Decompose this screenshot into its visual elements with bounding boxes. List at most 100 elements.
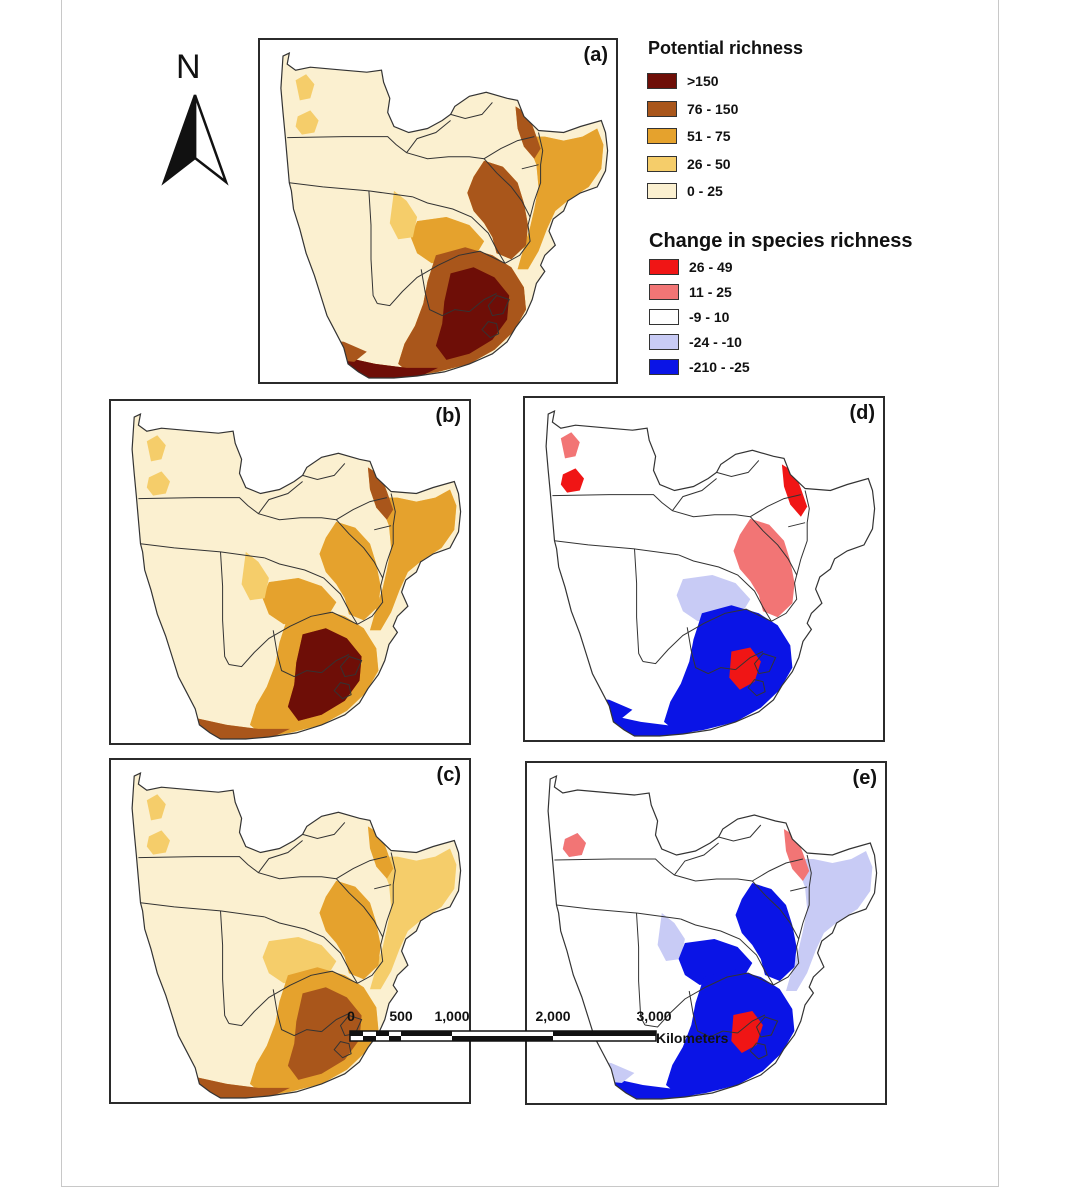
country-border <box>487 294 510 317</box>
legend-label: 0 - 25 <box>687 183 723 199</box>
country-border <box>753 652 777 675</box>
map-panel-e: (e) <box>525 761 887 1105</box>
country-border <box>755 1016 779 1038</box>
country-border <box>554 540 679 556</box>
country-border <box>335 519 384 579</box>
country-border <box>374 884 392 890</box>
country-border <box>257 481 303 514</box>
country-border <box>521 164 539 170</box>
country-border <box>556 904 681 920</box>
country-border <box>264 557 358 625</box>
country-border <box>374 525 392 531</box>
map-region <box>562 833 586 857</box>
map-panel-a: (a) <box>258 38 618 384</box>
country-border <box>377 250 506 307</box>
country-border <box>790 886 808 892</box>
legend-label: >150 <box>687 73 719 89</box>
legend-label: 11 - 25 <box>689 284 732 300</box>
country-border <box>678 554 772 622</box>
map-region <box>781 464 808 517</box>
coastline <box>545 410 876 737</box>
panel-label-d: (d) <box>849 402 875 424</box>
scale-tick-1000: 1,000 <box>434 1008 470 1024</box>
legend-label: -9 - 10 <box>689 309 730 325</box>
scale-bar-graphic <box>349 1030 657 1042</box>
country-border <box>264 916 358 984</box>
legend-swatch <box>647 73 677 89</box>
country-border <box>671 478 717 511</box>
scale-unit: Kilometers <box>656 1030 729 1046</box>
coastline <box>280 52 609 379</box>
map-region <box>367 467 394 520</box>
country-border <box>333 682 352 700</box>
country-border <box>138 497 337 521</box>
country-border <box>644 972 774 1028</box>
country-border <box>481 321 500 339</box>
legend-swatch <box>647 183 677 199</box>
country-border <box>220 910 230 1024</box>
legend-richness-title: Potential richness <box>648 38 804 58</box>
map-region <box>664 605 793 734</box>
panel-label-b: (b) <box>435 405 461 427</box>
map-region <box>560 432 580 459</box>
map-region <box>370 489 457 631</box>
country-border <box>357 920 388 984</box>
map-region <box>370 848 457 990</box>
map-region <box>435 267 510 360</box>
map-region <box>146 471 170 496</box>
scale-tick-3000: 3,000 <box>636 1008 672 1024</box>
country-border <box>483 158 531 218</box>
country-border <box>321 1013 350 1032</box>
figure: N (a) Potential richness >150 76 - 150 51 … <box>61 0 999 1187</box>
map-region <box>729 647 761 690</box>
map-c <box>131 772 462 1099</box>
country-border <box>386 493 396 563</box>
map-region <box>295 110 319 135</box>
map-region <box>560 468 584 493</box>
country-border <box>636 912 646 1026</box>
country-border <box>483 136 535 160</box>
map-region <box>517 128 604 270</box>
coastline <box>131 772 462 1099</box>
legend-swatch <box>649 334 679 350</box>
country-border <box>634 548 644 662</box>
country-border <box>737 1014 766 1034</box>
legend-change-title: Change in species richness <box>649 230 913 252</box>
map-panel-c: (c) <box>109 758 471 1104</box>
country-border <box>336 856 388 880</box>
map-region <box>786 851 873 991</box>
map-b <box>131 413 462 740</box>
country-border <box>751 880 800 940</box>
country-border <box>469 293 497 312</box>
legend-swatch <box>649 359 679 375</box>
map-region <box>319 880 381 980</box>
map-d <box>545 410 876 737</box>
country-border <box>140 902 265 918</box>
country-border <box>674 842 719 876</box>
country-border <box>272 989 322 1037</box>
country-border <box>357 561 388 625</box>
country-border <box>368 190 378 304</box>
map-region <box>666 969 795 1097</box>
scale-tick-0: 0 <box>347 1008 355 1024</box>
scale-bar: 0 500 1,000 2,000 3,000 Kilometers <box>347 1008 769 1048</box>
country-border <box>642 608 772 665</box>
map-region <box>783 829 810 881</box>
country-border <box>333 1041 352 1059</box>
map-region <box>287 987 362 1080</box>
map-region <box>731 1011 763 1053</box>
map-region <box>735 883 797 981</box>
country-border <box>771 558 802 622</box>
legend-label: 26 - 49 <box>689 259 733 275</box>
legend-label: 76 - 150 <box>687 100 739 117</box>
north-arrow-icon <box>161 94 229 186</box>
country-border <box>773 922 804 986</box>
legend-swatch <box>649 309 679 325</box>
legend-label: -210 - -25 <box>689 359 750 375</box>
country-border <box>688 990 738 1038</box>
map-e <box>547 774 878 1100</box>
country-border <box>289 182 413 198</box>
legend-swatch <box>647 128 677 144</box>
legend-label: -24 - -10 <box>689 334 742 350</box>
country-border <box>450 102 493 120</box>
